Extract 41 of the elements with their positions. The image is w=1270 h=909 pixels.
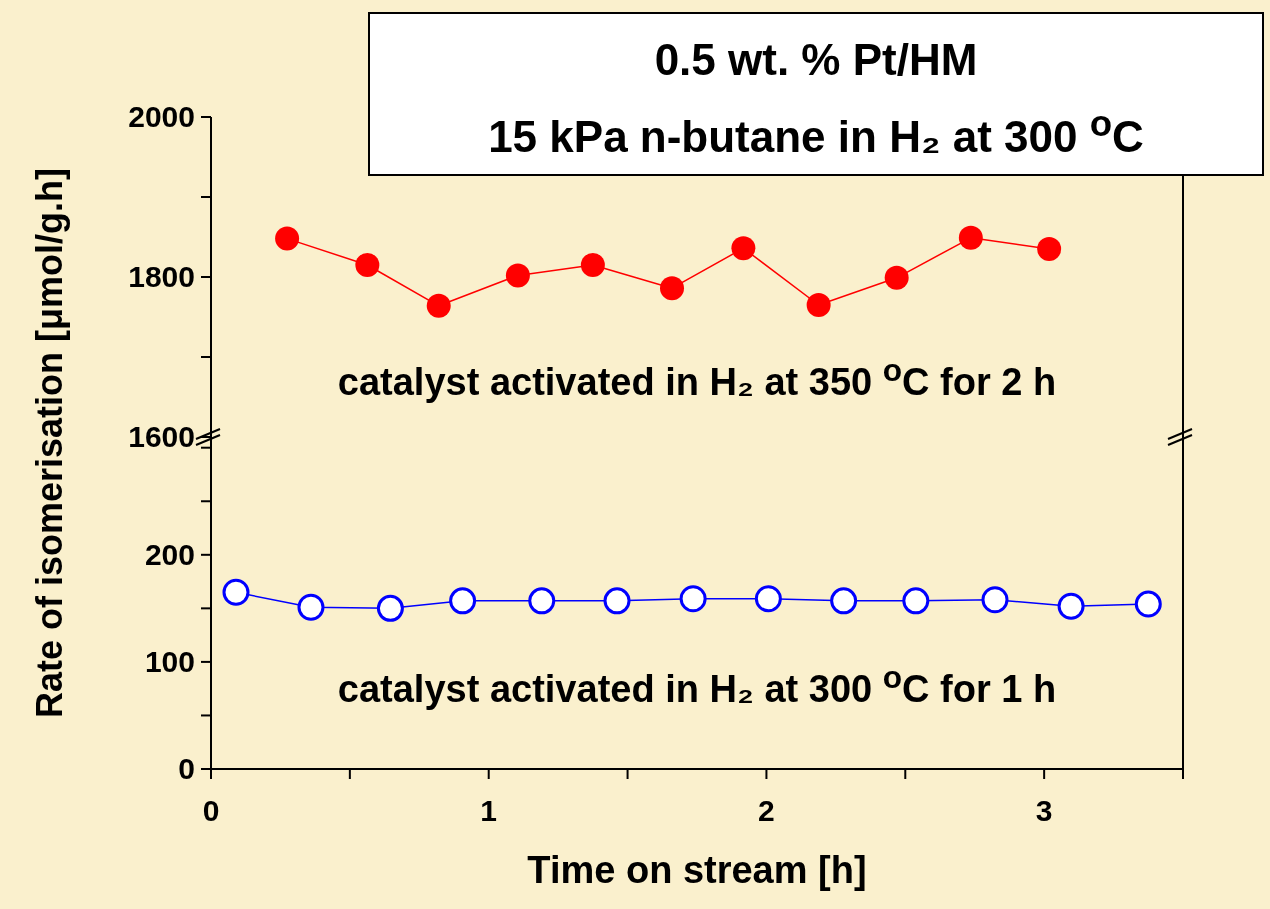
x-tick-label: 1 — [480, 794, 498, 827]
chart-title: 0.5 wt. % Pt/HM — [653, 34, 979, 86]
point — [731, 236, 756, 261]
point — [902, 587, 930, 615]
point — [505, 263, 530, 288]
point — [1037, 237, 1062, 261]
y-tick-label: 1600 — [128, 420, 195, 453]
point — [1057, 592, 1085, 620]
annotation: catalyst activated in H₂ at 300 $^{o}$C for 1 h — [336, 659, 1058, 711]
x-tick-label: 0 — [202, 794, 220, 827]
point — [754, 585, 782, 613]
point — [376, 594, 404, 622]
point — [222, 578, 250, 606]
x-tick-label: 2 — [758, 794, 775, 827]
title-box: 0.5 wt. % Pt/HM 15 kPa n-butane in H₂ at 300 $^{o}$C — [368, 12, 1264, 176]
annotation: catalyst activated in H₂ at 350 $^{o}$C for 2 h — [336, 352, 1058, 404]
point — [603, 587, 631, 615]
x-axis-title: Time on stream [h] — [526, 849, 868, 892]
y-tick-label: 200 — [144, 537, 195, 571]
point — [275, 226, 300, 251]
chart-subtitle: 15 kPa n-butane in H₂ at 300 $^{o}$C — [487, 102, 1145, 163]
point — [580, 253, 605, 277]
point — [528, 587, 556, 615]
y-axis-title: Rate of isomerisation [μmol/g.h] — [29, 167, 71, 719]
y-tick-label: 100 — [144, 644, 195, 678]
point — [884, 265, 909, 290]
point — [355, 253, 380, 277]
point — [981, 586, 1009, 614]
y-tick-label: 1800 — [128, 260, 195, 293]
y-tick-label: 0 — [178, 752, 195, 785]
point — [449, 587, 477, 615]
x-tick-label: 3 — [1035, 794, 1053, 827]
point — [297, 593, 325, 621]
point — [806, 293, 831, 317]
point — [660, 276, 685, 301]
point — [679, 585, 707, 613]
point — [1134, 590, 1162, 618]
point — [830, 587, 858, 615]
point — [426, 293, 451, 318]
y-tick-label: 2000 — [128, 100, 195, 133]
point — [958, 225, 983, 250]
